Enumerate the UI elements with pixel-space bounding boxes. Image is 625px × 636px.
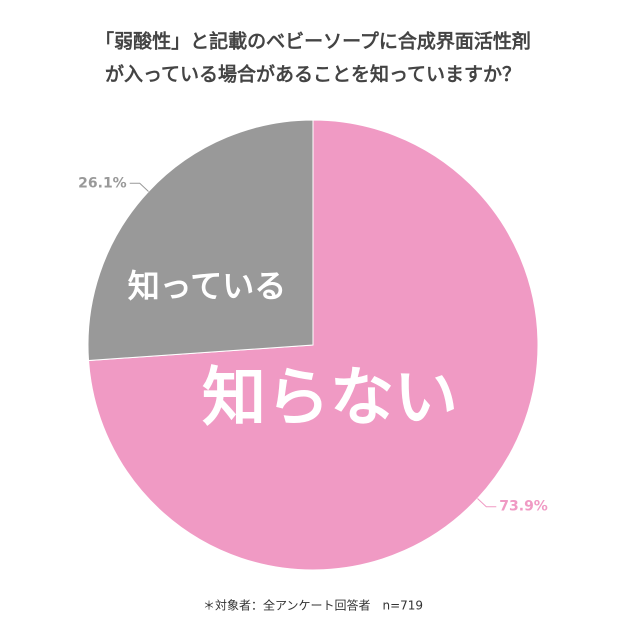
value-label: 26.1%: [78, 175, 127, 191]
leader-line: [129, 182, 149, 192]
chart-title: 「弱酸性」と記載のベビーソープに合成界面活性剤: [95, 30, 531, 53]
footnote: ＊対象者：全アンケート回答者 n=719: [203, 598, 423, 613]
value-label: 73.9%: [499, 499, 548, 515]
slice-label: 知っている: [128, 267, 286, 305]
chart-title: が入っている場合があることを知っていますか？: [105, 63, 521, 86]
pie-slice: [87, 119, 314, 362]
slice-label: 知らない: [202, 362, 458, 436]
leader-line: [477, 498, 497, 508]
